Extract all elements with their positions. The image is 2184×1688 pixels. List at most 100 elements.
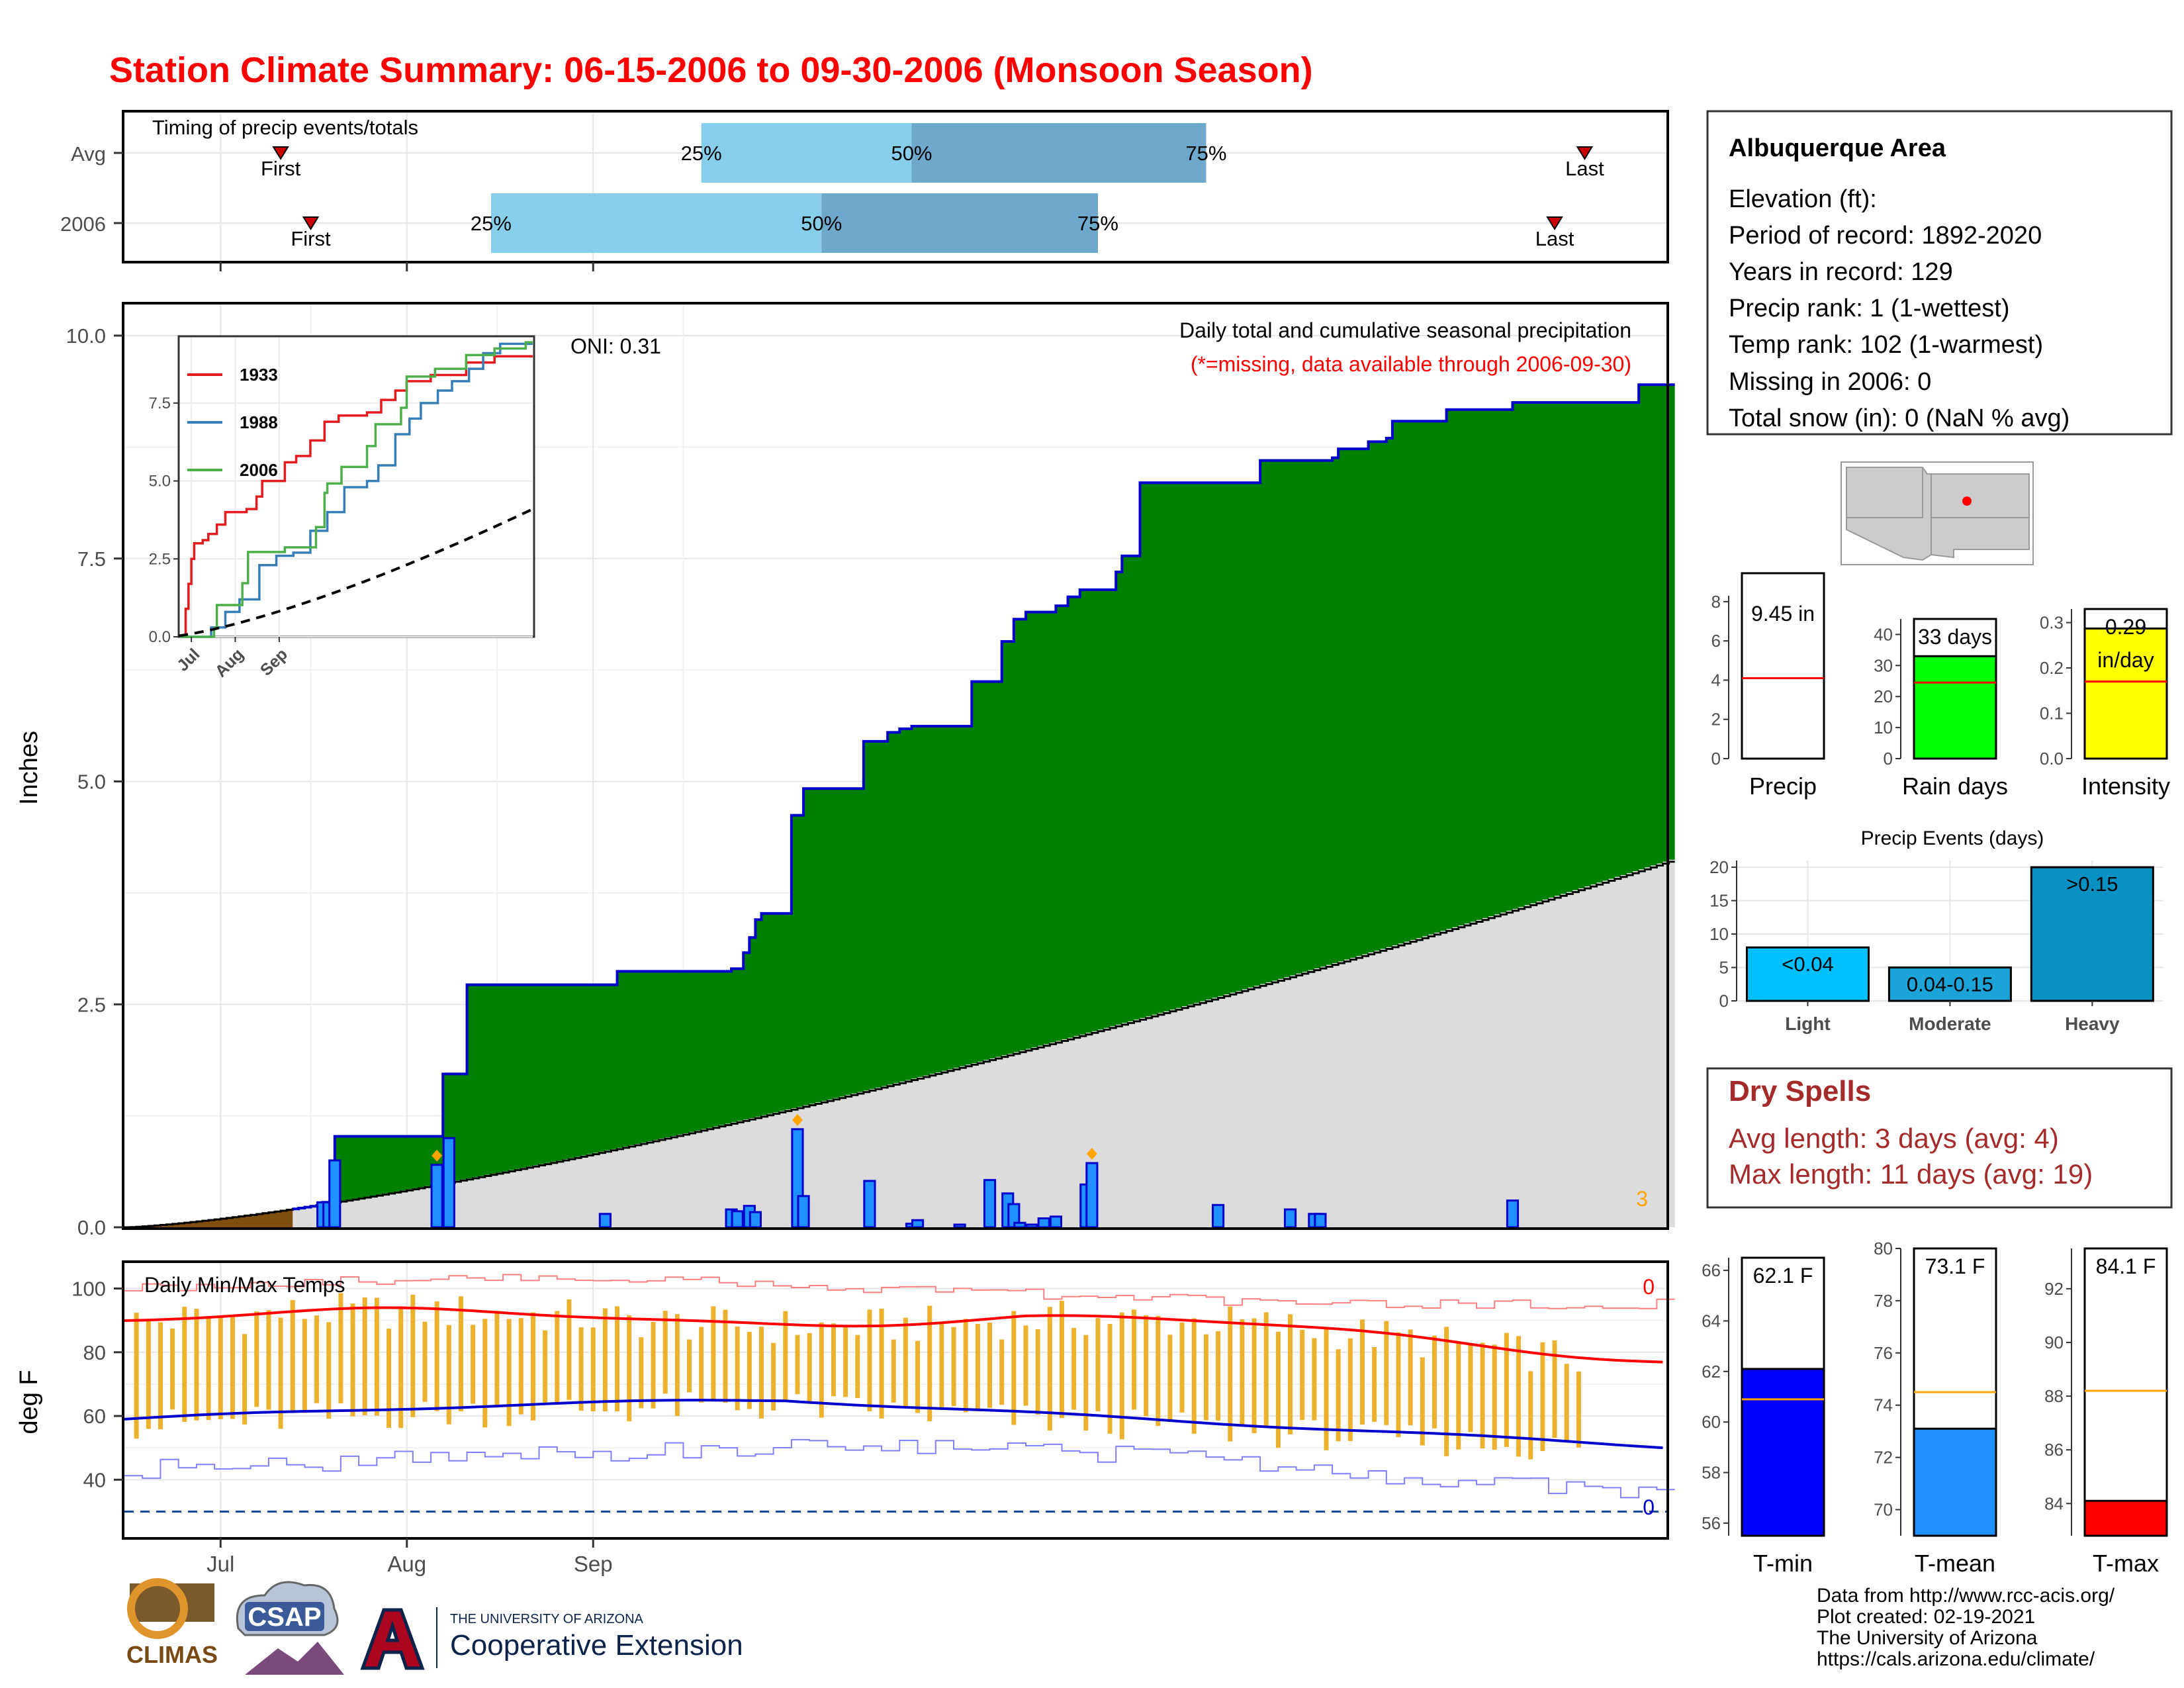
daily-precip-bar — [1283, 1208, 1297, 1229]
daily-temp-bar — [1216, 1331, 1221, 1421]
daily-precip-bar — [953, 1223, 966, 1229]
last-label: Last — [1565, 157, 1604, 180]
mini-value-unit: in/day — [2097, 648, 2154, 672]
month-tick-label: Sep — [574, 1552, 613, 1576]
precip-y-axis: 0.0 2.5 5.0 7.5 10.0 — [66, 324, 123, 1239]
y-tick-label: 0.0 — [77, 1216, 106, 1239]
last-marker — [1576, 146, 1594, 160]
mini-y-tick-label: 64 — [1702, 1311, 1721, 1331]
last-marker — [1546, 216, 1563, 230]
mini-value-label: 84.1 F — [2096, 1254, 2156, 1278]
mini-y-tick-label: 0 — [1884, 749, 1893, 769]
temp-panel-frame — [122, 1260, 1669, 1540]
page-title: Station Climate Summary: 06-15-2006 to 0… — [109, 50, 1313, 90]
daily-temp-bar — [254, 1311, 259, 1407]
mini-value-bar — [1913, 1427, 1997, 1537]
legend-label-1988: 1988 — [240, 412, 278, 432]
mini-y-tick-label: 0.1 — [2040, 704, 2064, 724]
daily-temp-bar — [699, 1327, 704, 1403]
average-min-line — [124, 1399, 1663, 1450]
daily-temp-bar — [374, 1297, 379, 1416]
daily-precip-bar — [598, 1213, 612, 1229]
daily-precip-bar — [442, 1137, 455, 1229]
daily-temp-bar — [1240, 1319, 1245, 1426]
cumulative-precip-line — [293, 383, 1675, 1211]
daily-temp-bar — [1083, 1335, 1089, 1431]
events-y-tick-label: 10 — [1709, 924, 1729, 944]
daily-temp-bar — [314, 1315, 320, 1403]
ua-logo-small-text: THE UNIVERSITY OF ARIZONA — [450, 1612, 644, 1626]
daily-temp-bar — [867, 1309, 872, 1411]
summary-bar-charts: 0 2 4 6 8 9.45 in Precip 0 10 20 30 40 33 days Rain d… — [1702, 572, 2170, 1577]
daily-temp-bar — [783, 1311, 788, 1402]
daily-temp-bar — [723, 1309, 728, 1403]
daily-temp-bar — [590, 1327, 596, 1411]
csap-logo-badge — [245, 1602, 324, 1631]
daily-temp-bar — [494, 1311, 500, 1408]
daily-precip-bar — [1085, 1162, 1099, 1229]
last-label: Last — [1535, 227, 1574, 250]
above-normal-area — [124, 385, 1675, 1228]
precip-total-chart: 0 2 4 6 8 9.45 in Precip — [1711, 572, 1825, 800]
daily-temp-bar — [771, 1342, 776, 1411]
daily-temp-bar — [146, 1319, 151, 1429]
station-info-box: Albuquerque Area Elevation (ft): Period … — [1706, 110, 2173, 436]
daily-precip-bar — [863, 1180, 876, 1229]
inset-y-tick-label: 7.5 — [149, 395, 171, 412]
daily-temp-bar — [1408, 1329, 1413, 1426]
missing-data-marker — [432, 1149, 443, 1162]
precip-events-chart: 0 5 10 15 20 <0.04 Light 0.04-0.15 Moderate >0.15… — [1709, 857, 2163, 1034]
record-max-line — [124, 1274, 1675, 1309]
dry-spells-frame — [1706, 1067, 2173, 1209]
y-tick-label: 5.0 — [77, 771, 106, 794]
inset-y-tick-label: 0.0 — [149, 628, 171, 646]
daily-temp-bar — [1251, 1318, 1257, 1434]
events-y-tick-label: 20 — [1709, 857, 1729, 877]
mini-y-tick-label: 2 — [1711, 710, 1721, 729]
daily-temp-bar — [1347, 1338, 1353, 1441]
daily-temp-bar — [819, 1323, 824, 1418]
daily-temp-bar — [711, 1306, 716, 1399]
daily-temp-bar — [903, 1317, 908, 1407]
mini-y-tick-label: 84 — [2044, 1493, 2064, 1513]
mini-y-tick-label: 70 — [1874, 1500, 1893, 1520]
daily-temp-bar — [1432, 1335, 1437, 1429]
ua-logo-a — [360, 1608, 425, 1670]
daily-temp-bar — [278, 1317, 283, 1429]
daily-temp-bar — [555, 1311, 560, 1403]
mini-y-tick-label: 92 — [2044, 1279, 2064, 1299]
footer-line-university: The University of Arizona — [1817, 1627, 2038, 1649]
daily-temp-bar — [387, 1329, 392, 1428]
daily-temp-bar — [602, 1308, 608, 1411]
temp-y-tick-label: 80 — [83, 1341, 106, 1364]
daily-temp-bar — [1119, 1312, 1124, 1440]
inset-average-line — [179, 508, 532, 637]
mini-y-tick-label: 0.0 — [2040, 749, 2064, 769]
temp-chart-title: Daily Min/Max Temps — [144, 1273, 345, 1297]
mini-value-bar — [1741, 572, 1825, 760]
daily-temp-bar — [651, 1322, 656, 1409]
station-line-elevation: Elevation (ft): — [1729, 185, 1877, 213]
daily-temp-bar — [158, 1322, 163, 1430]
missing-count-label: 3 — [1636, 1187, 1648, 1211]
footer-line-url: https://cals.arizona.edu/climate/ — [1817, 1648, 2095, 1670]
station-line-snow: Total snow (in): 0 (NaN % avg) — [1729, 404, 2070, 432]
csap-logo-mountains — [245, 1642, 344, 1675]
daily-temp-bar — [482, 1319, 488, 1428]
daily-temp-bar — [1420, 1357, 1425, 1446]
timing-pct-label: 50% — [891, 142, 932, 165]
daily-temp-bar — [518, 1318, 523, 1415]
timing-bar-q3 — [911, 123, 1206, 183]
daily-temp-bar — [1131, 1309, 1136, 1410]
daily-temp-bar — [230, 1315, 235, 1419]
daily-temp-bar — [1203, 1334, 1208, 1421]
mini-y-tick-label: 60 — [1702, 1412, 1721, 1432]
events-bar — [1888, 966, 2012, 1002]
mini-x-label: Rain days — [1902, 773, 2008, 800]
temp-series — [124, 1274, 1675, 1513]
mini-y-tick-label: 86 — [2044, 1440, 2064, 1460]
mini-y-tick-label: 66 — [1702, 1260, 1721, 1280]
daily-temp-bar — [855, 1335, 860, 1399]
daily-temp-bar — [1179, 1322, 1185, 1413]
